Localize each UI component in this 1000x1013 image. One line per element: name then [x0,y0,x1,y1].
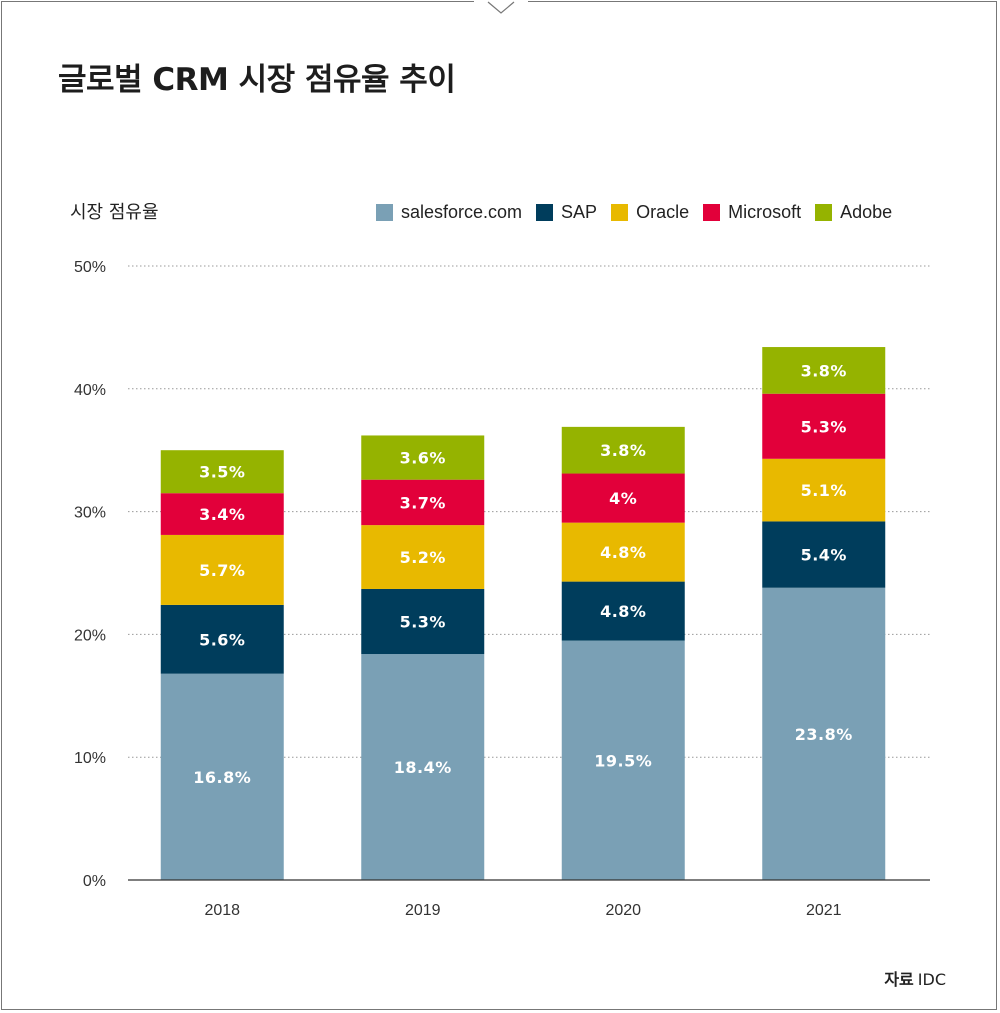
bar-segment [561,522,685,582]
data-label: 5.3% [400,613,446,632]
bar-segment [762,393,886,459]
bar-segment [160,450,284,494]
data-label: 3.5% [199,463,245,482]
data-label: 4.8% [600,543,646,562]
x-tick-label: 2019 [405,902,441,919]
bar-segment [361,435,485,480]
bar-segment [361,654,485,880]
frame-notch [474,0,528,18]
bar-segment [561,426,685,474]
bar-segment [762,458,886,522]
legend-item: salesforce.com [376,202,522,223]
x-tick-label: 2020 [605,902,641,919]
y-tick-label: 0% [83,873,106,890]
bar-segment [361,588,485,655]
y-tick-label: 20% [74,627,106,644]
data-label: 19.5% [594,751,652,770]
source-value: IDC [917,970,946,989]
chevron-down-icon [487,1,515,14]
legend-swatch [703,204,721,221]
y-tick-label: 40% [74,382,106,399]
data-label: 18.4% [394,758,452,777]
bar-segment [361,479,485,526]
bar-segment [762,521,886,588]
data-label: 3.8% [600,441,646,460]
bar-segment [160,673,284,880]
chart-title: 글로벌 CRM 시장 점유율 추이 [58,62,456,98]
bar-segment [361,525,485,589]
data-label: 5.3% [801,417,847,436]
y-tick-label: 30% [74,505,106,522]
legend-label: Adobe [840,202,893,222]
data-label: 16.8% [193,768,251,787]
legend-swatch [611,204,629,221]
legend: salesforce.com SAP Oracle Microsoft Adobe [376,202,906,223]
legend-swatch [815,204,833,221]
data-label: 23.8% [795,725,853,744]
legend-item: Adobe [815,202,892,223]
data-label: 4% [609,489,637,508]
bar-segment [561,473,685,523]
data-label: 5.6% [199,630,245,649]
legend-item: Oracle [611,202,689,223]
legend-label: SAP [561,202,598,222]
legend-swatch [376,204,393,221]
bar-segment [561,581,685,641]
y-tick-label: 50% [74,259,106,276]
source-note: 자료 IDC [884,966,946,990]
y-axis-label: 시장 점유율 [70,202,159,223]
y-tick-label: 10% [74,750,106,767]
data-label: 3.6% [400,449,446,468]
legend-item: SAP [536,202,597,223]
legend-swatch [536,204,554,221]
data-label: 5.4% [801,546,847,565]
x-tick-label: 2018 [204,902,240,919]
data-label: 4.8% [600,602,646,621]
bar-segment [762,587,886,880]
data-label: 3.7% [400,493,446,512]
bar-segment [160,534,284,605]
x-tick-label: 2021 [806,902,842,919]
data-label: 3.4% [199,505,245,524]
legend-item: Microsoft [703,202,801,223]
bar-segment [160,493,284,535]
bar-segment [561,640,685,880]
data-label: 3.8% [801,361,847,380]
legend-label: Oracle [636,202,690,222]
data-label: 5.7% [199,561,245,580]
legend-label: Microsoft [728,202,802,222]
data-label: 5.1% [801,481,847,500]
source-label: 자료 [884,970,914,989]
legend-label: salesforce.com [401,202,523,222]
bar-segment [160,604,284,674]
bar-segment [762,347,886,394]
data-label: 5.2% [400,548,446,567]
